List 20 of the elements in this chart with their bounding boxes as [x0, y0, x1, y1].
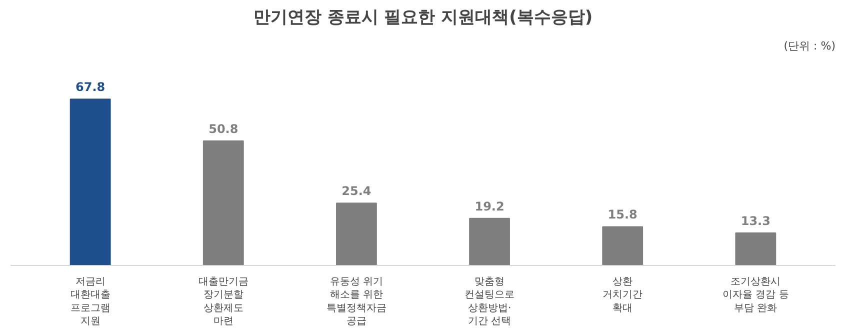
bar — [735, 232, 776, 266]
data-label: 67.8 — [76, 80, 106, 94]
bar — [70, 98, 111, 266]
text: (단위 : %) — [784, 40, 836, 52]
x-tick-label: 맞춤형 컨설팅으로 상환방법· 기간 선택 — [464, 276, 515, 328]
x-tick-label: 유동성 위기 해소를 위한 특별정책자금 공급 — [326, 276, 386, 328]
bar — [469, 218, 510, 266]
bar — [202, 140, 244, 266]
data-label: 13.3 — [740, 214, 770, 228]
data-label: 25.4 — [342, 184, 372, 198]
x-tick-label: 대출만기금 장기분할 상환제도 마련 — [198, 276, 248, 328]
data-label: 15.8 — [608, 208, 638, 222]
data-label: 19.2 — [474, 199, 504, 214]
chart-title: 만기연장 종료시 필요한 지원대책(복수응답) — [253, 8, 593, 28]
bar — [336, 202, 377, 266]
bar — [602, 226, 644, 266]
x-tick-label: 조기상환시 이자율 경감 등 부담 완화 — [722, 276, 789, 314]
x-tick-label: 저금리 대환대출 프로그램 지원 — [70, 276, 110, 328]
data-label: 50.8 — [208, 122, 238, 136]
x-tick-label: 상환 거치기간 확대 — [602, 276, 643, 314]
